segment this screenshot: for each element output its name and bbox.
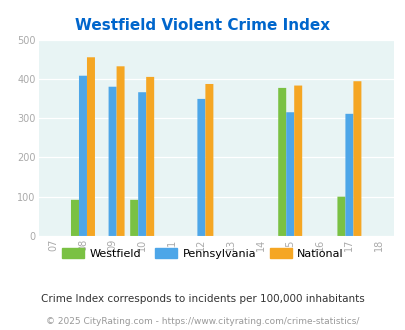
Bar: [197, 99, 205, 236]
Bar: [345, 114, 352, 236]
Text: Crime Index corresponds to incidents per 100,000 inhabitants: Crime Index corresponds to incidents per…: [41, 294, 364, 304]
Text: Westfield Violent Crime Index: Westfield Violent Crime Index: [75, 18, 330, 33]
Bar: [108, 87, 116, 236]
Bar: [294, 85, 301, 236]
Bar: [71, 200, 79, 236]
Bar: [277, 88, 286, 236]
Bar: [337, 197, 345, 236]
Text: © 2025 CityRating.com - https://www.cityrating.com/crime-statistics/: © 2025 CityRating.com - https://www.city…: [46, 317, 359, 326]
Bar: [79, 76, 87, 236]
Bar: [205, 84, 213, 236]
Bar: [87, 57, 95, 236]
Bar: [138, 92, 146, 236]
Bar: [286, 112, 294, 236]
Bar: [146, 77, 154, 236]
Bar: [130, 200, 138, 236]
Legend: Westfield, Pennsylvania, National: Westfield, Pennsylvania, National: [58, 244, 347, 263]
Bar: [352, 81, 360, 236]
Bar: [116, 66, 124, 236]
